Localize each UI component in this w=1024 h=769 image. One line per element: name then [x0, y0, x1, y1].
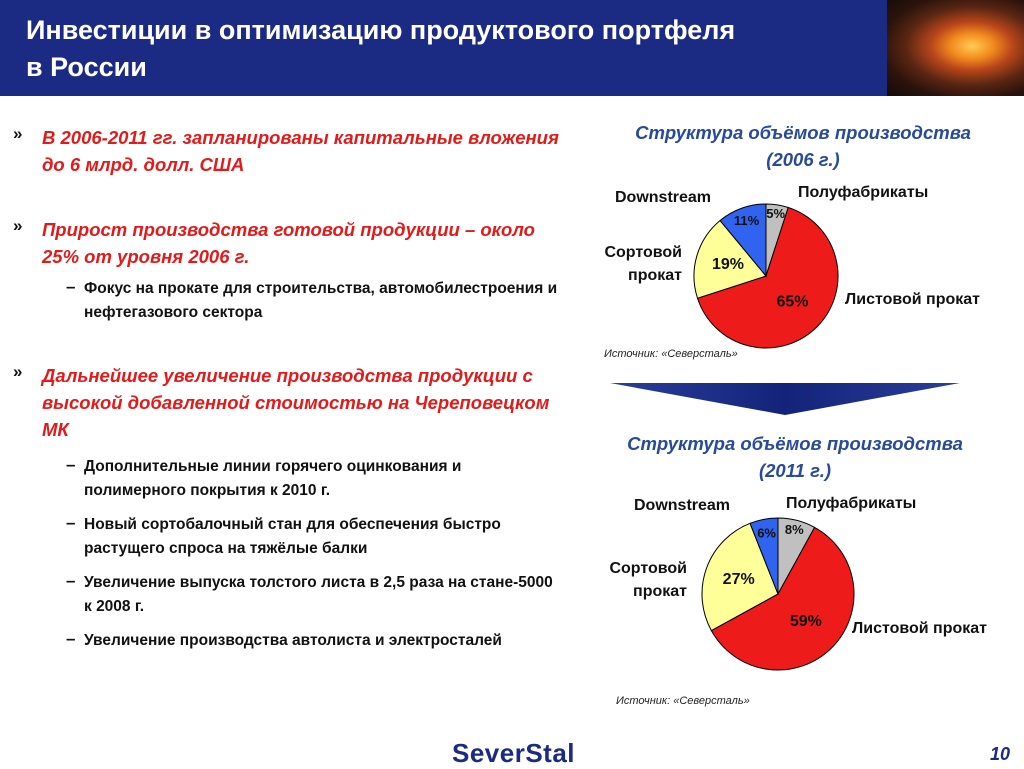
- bullet-capex: В 2006-2011 гг. запланированы капитальны…: [42, 127, 559, 175]
- sub-bullet-section-mill: Новый сортобалочный стан для обеспечения…: [84, 516, 501, 557]
- legend-label-long-2011: Сортовой прокат: [609, 560, 687, 600]
- sub-bullet-focus: Фокус на прокате для строительства, авто…: [84, 280, 558, 321]
- pie-slice-downstream-2006: [719, 203, 767, 278]
- bullet-value-added: Дальнейшее увеличение производства проду…: [42, 365, 550, 440]
- pie-data-label-semis-2006: 5%: [766, 206, 785, 221]
- pie-slice-flat-2006: [696, 206, 839, 349]
- pie-slice-downstream-2011: [749, 517, 779, 595]
- pie-data-label-flat-2011: 59%: [790, 613, 822, 630]
- sub-bullet-marker: –: [66, 513, 76, 532]
- pie-slice-long-2006: [693, 219, 767, 299]
- pie-data-label-downstream-2011: 6%: [757, 526, 776, 541]
- source-note-2011: Источник: «Северсталь»: [616, 695, 750, 707]
- legend-label-semis-2006: Полуфабрикаты: [798, 184, 929, 201]
- legend-label-flat-2011: Листовой прокат: [852, 620, 987, 637]
- bullet-marker: »: [13, 216, 23, 235]
- pie-chart-2006: 5% 65% 19% 11%: [693, 203, 839, 349]
- bullet-growth: Прирост производства готовой продукции –…: [42, 219, 535, 267]
- down-arrow-icon: [610, 383, 960, 415]
- source-note-2006: Источник: «Северсталь»: [604, 348, 738, 360]
- severstal-logo: SeverStal: [452, 738, 576, 768]
- steel-furnace-photo: [887, 0, 1024, 96]
- pie-data-label-long-2006: 19%: [712, 256, 744, 273]
- legend-label-semis-2011: Полуфабрикаты: [786, 495, 917, 512]
- pie-data-label-semis-2011: 8%: [785, 522, 804, 537]
- pie-data-label-long-2011: 27%: [723, 571, 755, 588]
- chart-2006-title: Структура объёмов производства (2006 г.): [635, 122, 971, 170]
- legend-label-downstream-2011: Downstream: [634, 497, 731, 514]
- sub-bullet-autosheet: Увеличение производства автолиста и элек…: [84, 632, 502, 649]
- page-number: 10: [990, 744, 1011, 764]
- legend-label-flat-2006: Листовой прокат: [845, 291, 980, 308]
- sub-bullet-marker: –: [66, 277, 76, 296]
- legend-label-downstream-2006: Downstream: [615, 189, 712, 206]
- sub-bullet-galvanizing: Дополнительные линии горячего оцинковани…: [84, 458, 462, 499]
- sub-bullet-marker: –: [66, 629, 76, 648]
- legend-label-long-2006: Сортовой прокат: [604, 244, 682, 284]
- bullet-marker: »: [13, 362, 23, 381]
- pie-chart-2011: 8% 59% 27% 6%: [701, 517, 855, 671]
- header-bar: Инвестиции в оптимизацию продуктового по…: [0, 0, 1024, 96]
- sub-bullet-marker: –: [66, 455, 76, 474]
- pie-slice-flat-2011: [710, 526, 855, 671]
- chart-2011-title: Структура объёмов производства (2011 г.): [627, 433, 963, 481]
- pie-data-label-downstream-2006: 11%: [734, 213, 760, 228]
- sub-bullet-marker: –: [66, 571, 76, 590]
- pie-data-label-flat-2006: 65%: [776, 294, 808, 311]
- page-title: Инвестиции в оптимизацию продуктового по…: [26, 15, 736, 82]
- sub-bullet-plate: Увеличение выпуска толстого листа в 2,5 …: [84, 574, 553, 615]
- bullet-marker: »: [13, 124, 23, 143]
- pie-slice-long-2011: [701, 522, 779, 632]
